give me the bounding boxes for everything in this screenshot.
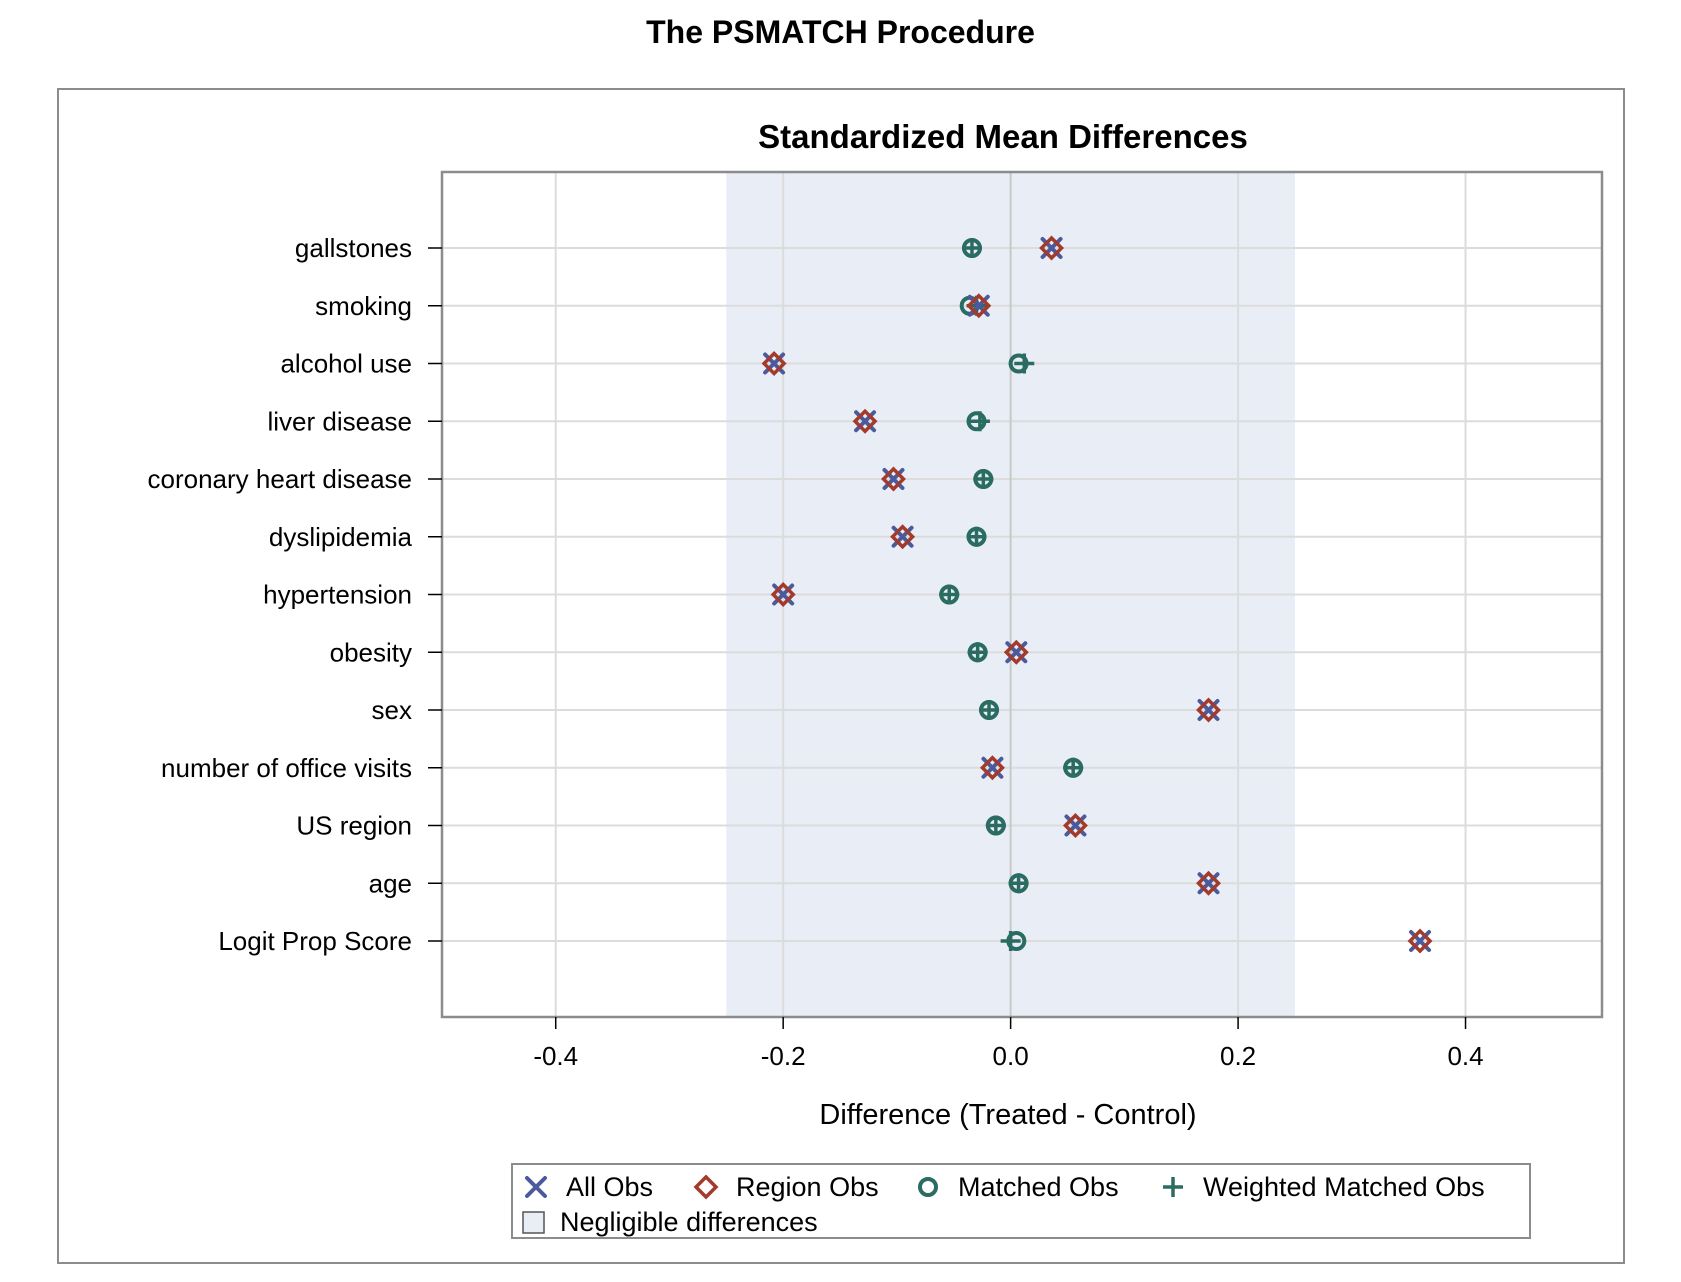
point-matched-obs [973, 469, 994, 489]
point-region-obs [761, 351, 787, 376]
legend-swatch-band [522, 1211, 545, 1234]
legend-swatch-region-obs [693, 1174, 719, 1200]
point-matched-obs [1008, 353, 1029, 374]
y-tick-label: dyslipidemia [269, 522, 413, 552]
legend-swatch-matched-obs [918, 1177, 938, 1197]
legend-label: Region Obs [736, 1172, 879, 1202]
point-region-obs [881, 466, 906, 492]
chart-title: Standardized Mean Differences [758, 118, 1248, 155]
y-tick-label: US region [296, 811, 412, 841]
point-region-obs [1196, 697, 1221, 723]
legend-label: Weighted Matched Obs [1203, 1172, 1485, 1202]
x-tick-label: -0.2 [761, 1041, 806, 1071]
point-matched-obs [1008, 873, 1029, 894]
point-region-obs [1196, 870, 1221, 896]
point-matched-obs [1006, 931, 1027, 951]
legend-swatch-all-obs [525, 1176, 547, 1198]
y-tick-label: hypertension [263, 580, 412, 610]
y-tick-label: number of office visits [161, 753, 412, 783]
point-matched-obs [967, 642, 988, 663]
point-region-obs [1003, 639, 1029, 665]
point-region-obs [1407, 928, 1433, 954]
point-matched-obs [985, 815, 1006, 836]
point-region-obs [1062, 813, 1088, 838]
y-tick-label: coronary heart disease [148, 464, 412, 494]
page-title: The PSMATCH Procedure [646, 14, 1035, 50]
y-tick-label: sex [372, 695, 412, 725]
y-tick-label: alcohol use [280, 349, 412, 379]
y-tick-label: smoking [315, 291, 412, 321]
point-matched-obs [966, 526, 987, 547]
y-tick-label: Logit Prop Score [218, 926, 412, 956]
legend-swatch-weighted-matched-obs [1163, 1177, 1183, 1197]
x-tick-label: 0.2 [1220, 1041, 1256, 1071]
point-region-obs [979, 755, 1005, 781]
point-region-obs [890, 524, 916, 550]
y-tick-label: obesity [330, 637, 412, 667]
legend-label: All Obs [566, 1172, 653, 1202]
point-region-obs [1039, 235, 1065, 261]
point-matched-obs [979, 700, 1000, 720]
y-tick-label: age [369, 868, 412, 898]
legend-box [511, 1163, 1531, 1239]
x-tick-label: 0.0 [993, 1041, 1029, 1071]
point-region-obs [852, 408, 878, 434]
legend-label: Matched Obs [958, 1172, 1119, 1202]
point-matched-obs [966, 411, 987, 432]
point-region-obs [770, 582, 796, 607]
point-matched-obs [939, 584, 960, 605]
point-matched-obs [1063, 757, 1084, 778]
legend-label: Negligible differences [560, 1207, 818, 1237]
chart-frame [57, 88, 1625, 1264]
x-axis-label: Difference (Treated - Control) [819, 1099, 1196, 1131]
y-tick-label: gallstones [295, 233, 412, 263]
x-tick-label: 0.4 [1447, 1041, 1483, 1071]
y-tick-label: liver disease [267, 406, 412, 436]
x-tick-label: -0.4 [533, 1041, 578, 1071]
point-matched-obs [961, 238, 982, 258]
point-region-obs [966, 293, 992, 319]
